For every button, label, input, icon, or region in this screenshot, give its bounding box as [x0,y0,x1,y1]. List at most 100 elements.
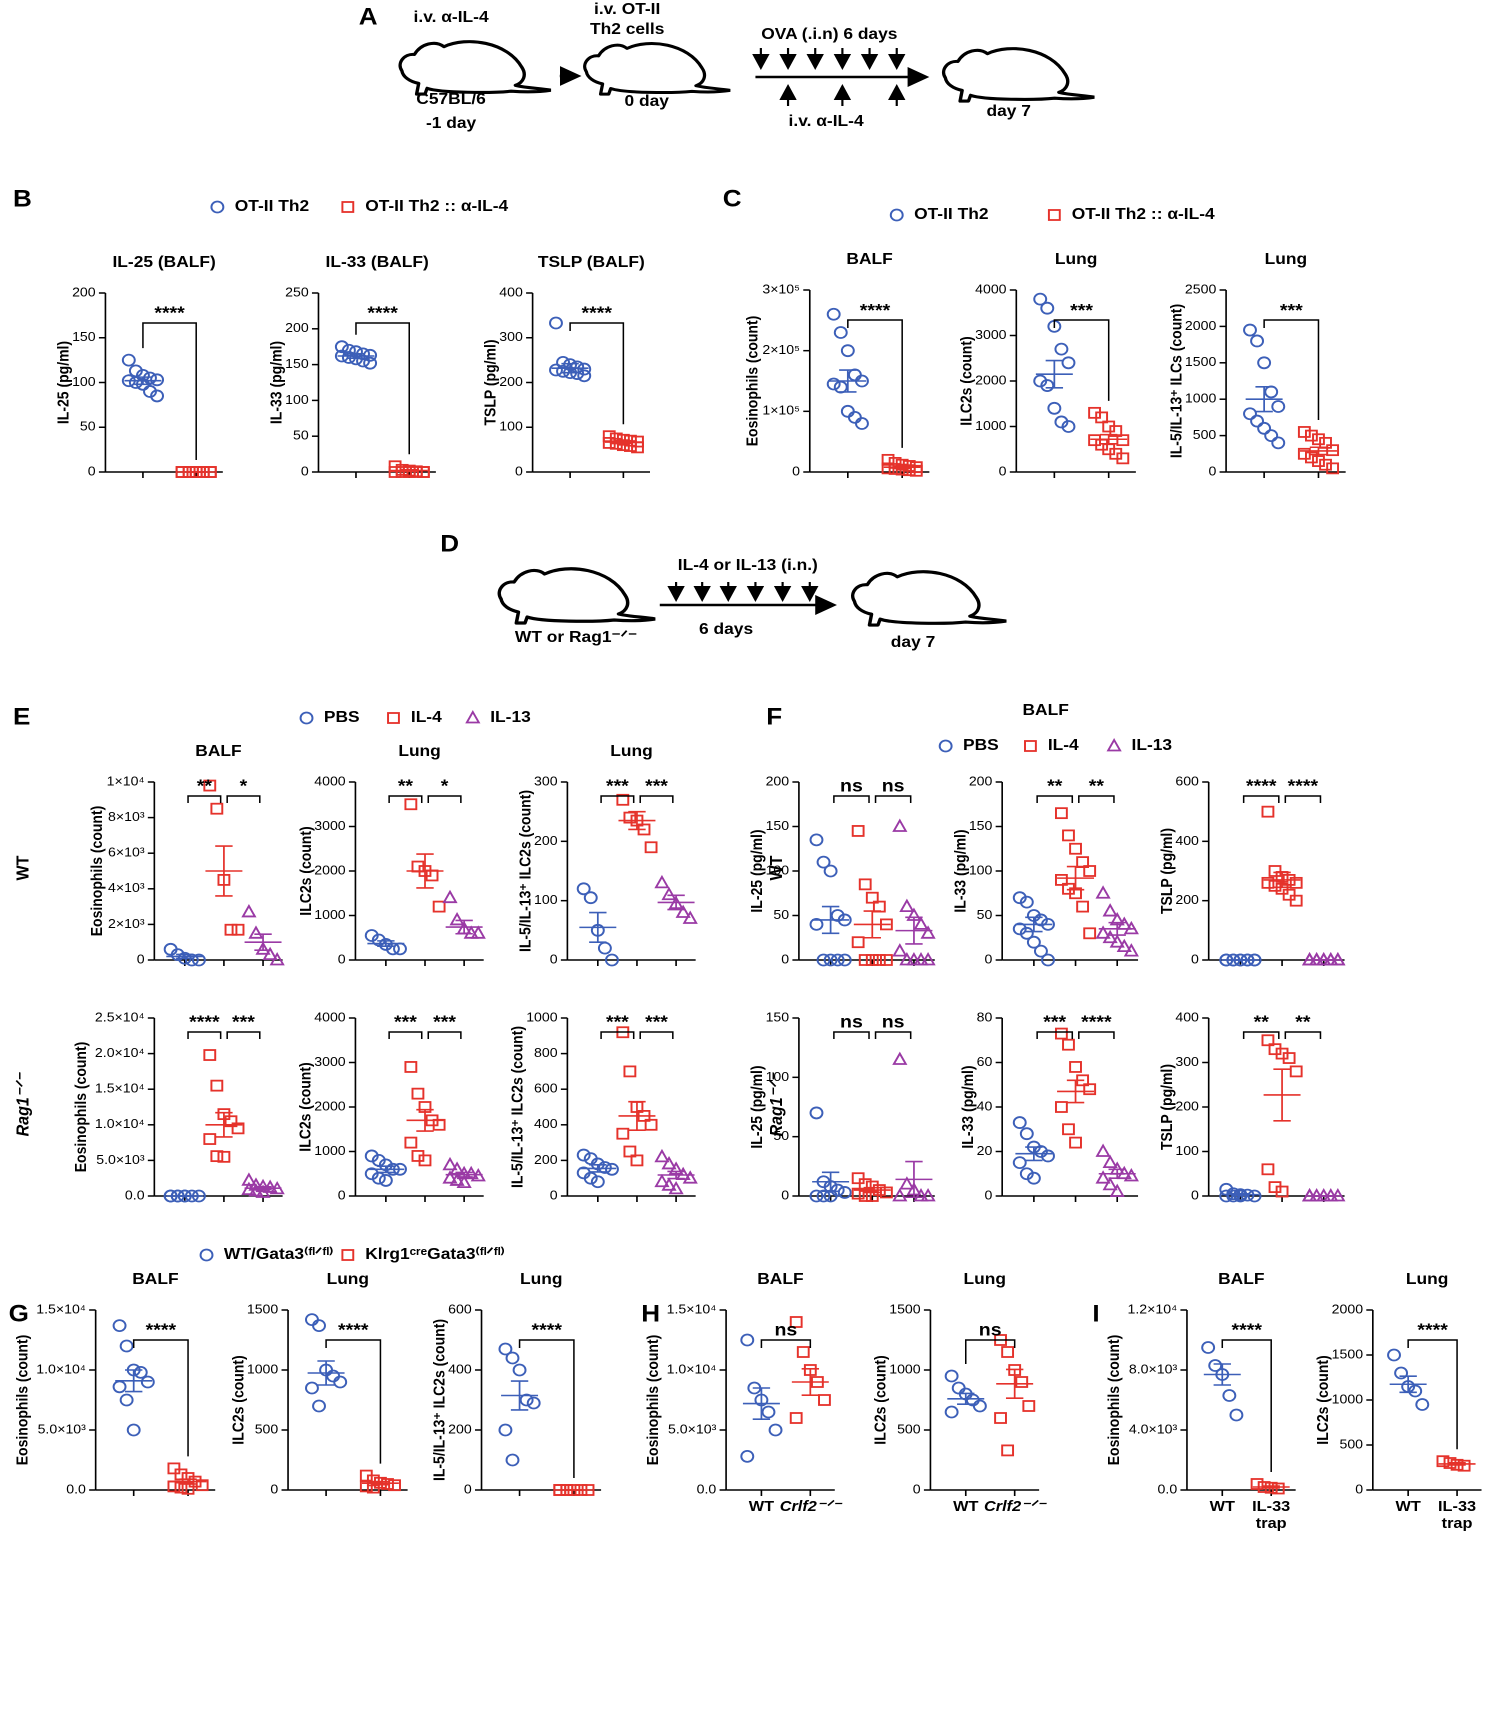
y-tick-label: 2.0×10⁴ [95,1046,145,1060]
data-point [393,942,407,956]
y-tick-label: 1.0×10⁴ [667,1362,717,1376]
legend-marker [889,208,904,222]
data-point [892,818,908,832]
chart-title: IL-33 (BALF) [326,253,429,271]
y-tick-label: 0 [301,464,309,478]
legend-marker [341,201,355,213]
x-tick-label: WT [748,1498,775,1515]
significance-label: *** [232,1011,256,1031]
y-tick-label: 0 [985,952,993,966]
y-axis-label: IL-5/IL-13⁺ ILC2s (count) [432,1319,449,1481]
mouse-icon [398,39,552,96]
data-point [1040,379,1055,392]
y-tick-label: 8×10³ [108,810,145,824]
y-axis-label: IL-5/IL-13⁺ ILCs (count) [1169,304,1186,458]
data-point [1012,1116,1027,1129]
data-point [892,1188,908,1202]
data-point [1047,401,1062,415]
y-tick-label: 0 [792,464,800,478]
data-point [858,878,872,891]
data-point [1026,1171,1041,1185]
data-point [404,1136,418,1149]
y-tick-label: 100 [499,419,523,433]
data-point [195,1479,209,1492]
data-point [1408,1384,1423,1398]
data-point [661,1156,677,1170]
y-tick-label: 20 [977,1143,993,1157]
data-point [1268,865,1282,877]
data-point [654,874,670,889]
data-point [269,952,285,966]
data-point [456,1174,472,1189]
legend-marker [1106,738,1122,752]
data-point [1123,943,1139,957]
data-point [378,1174,393,1187]
legend-label: IL-13 [490,708,531,726]
y-tick-label: 100 [969,863,993,877]
y-axis-label: IL-33 (pg/ml) [953,829,970,912]
data-point [449,912,465,926]
y-axis-label: TSLP (pg/ml) [1159,828,1176,914]
data-point [432,900,446,913]
significance-bracket [760,1339,812,1348]
data-point [1229,1408,1244,1422]
data-point [1069,1061,1082,1073]
data-point [840,344,855,358]
legend-label: IL-4 [1048,736,1080,754]
mouse-icon [850,569,1007,627]
data-point [826,307,841,321]
y-tick-label: 0 [781,952,789,966]
significance-label: **** [582,302,613,322]
significance-bracket [1263,319,1320,420]
y-tick-label: 250 [285,285,309,299]
y-tick-label: 50 [773,1129,789,1143]
significance-bracket [1078,1031,1115,1039]
data-point [865,891,879,904]
panel-label: H [641,1300,660,1327]
data-point [1095,1143,1111,1157]
y-tick-label: 0 [781,1188,789,1202]
significance-bracket [226,795,261,803]
data-point [505,1453,520,1467]
y-tick-label: 50 [293,428,309,442]
data-point [505,1351,520,1365]
data-point [909,464,923,477]
data-point [880,954,893,966]
data-point [1095,411,1109,424]
significance-label: ns [882,1011,905,1031]
chart-title: Lung [964,1270,1006,1288]
data-point [1268,879,1282,892]
schematic-text: Th2 cells [590,20,664,38]
significance-label: * [240,775,248,795]
data-point [203,779,217,792]
y-tick-label: 3×10⁵ [762,282,800,296]
significance-bracket [388,1031,423,1039]
x-tick-label: IL-33 trap [1252,1498,1291,1532]
data-point [602,430,616,443]
data-point [143,385,157,398]
data-point [899,1176,915,1190]
data-point [830,953,845,967]
data-point [241,904,257,918]
chart-title: IL-25 (BALF) [112,253,215,271]
schematic-text: i.v. α-IL-4 [414,8,490,26]
y-tick-label: 150 [72,330,96,344]
data-point [210,802,224,815]
legend-header: BALF [1022,701,1068,719]
data-point [616,793,630,806]
panel-label: F [766,703,782,730]
y-tick-label: 0 [1355,1482,1363,1496]
y-tick-label: 2000 [975,373,1007,387]
schematic-a: i.v. α-IL-4 C57BL/6 -1 day i.v. OT-II Th… [398,0,1095,132]
data-point [1062,829,1075,842]
data-point [1271,400,1286,413]
data-point [809,833,824,847]
significance-bracket [600,795,635,803]
data-point [654,1148,670,1163]
legend-marker [1047,209,1061,221]
data-point [231,1122,245,1135]
schematic-text: i.v. α-IL-4 [789,112,865,130]
significance-bracket [518,1339,575,1478]
significance-label: **** [338,1319,369,1339]
y-tick-label: 1000 [314,1143,346,1157]
